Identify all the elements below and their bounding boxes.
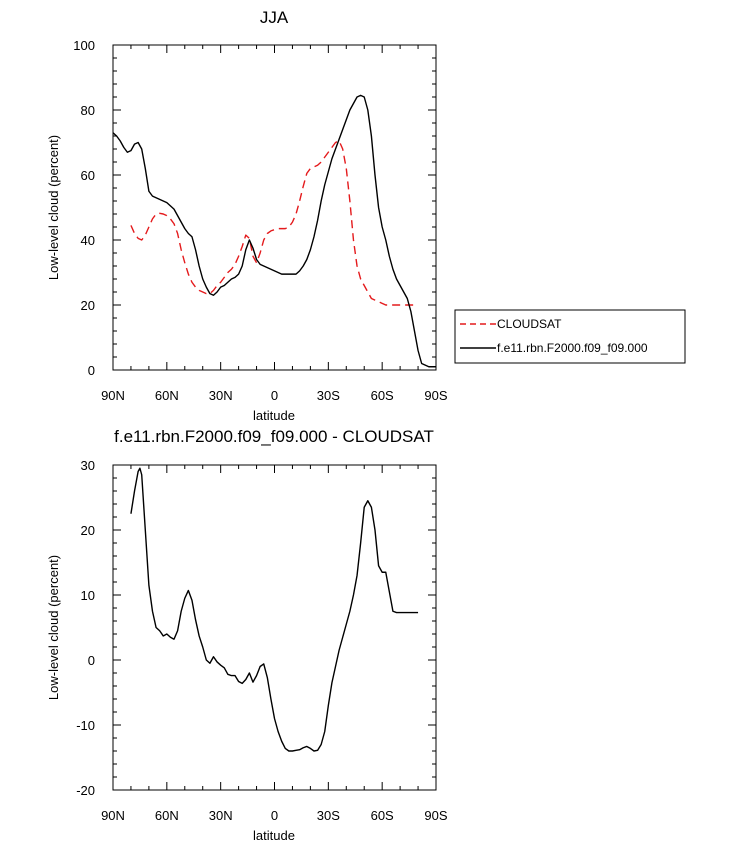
top-plot-frame [112,44,437,371]
bottom-plot-frame [112,464,437,791]
top-y-tick-labels: 0 20 40 60 80 100 [73,38,95,378]
bottom-x-tick-label: 90N [101,808,125,823]
top-x-tick-label: 30N [209,388,233,403]
bottom-series-line-0 [130,467,419,752]
top-x-tick-label: 30S [317,388,340,403]
legend-label-cloudsat: CLOUDSAT [497,317,562,331]
bottom-y-tick-label: 20 [81,523,95,538]
top-series-line-f-e11-rbn-f2000-f09-f09-000 [112,94,436,368]
top-legend: CLOUDSAT f.e11.rbn.F2000.f09_f09.000 [454,309,686,364]
bottom-y-tick-label: 10 [81,588,95,603]
top-x-axis-label: latitude [253,408,295,423]
bottom-x-tick-label: 60N [155,808,179,823]
bottom-x-tick-label: 0 [271,808,278,823]
bottom-series-group [130,467,419,752]
top-x-tick-label: 90S [424,388,447,403]
bottom-x-tick-label: 30N [209,808,233,823]
bottom-y-tick-label: -20 [76,783,95,798]
top-x-tick-label: 60N [155,388,179,403]
top-y-axis-label: Low-level cloud (percent) [46,135,61,280]
bottom-y-axis-label: Low-level cloud (percent) [46,555,61,700]
top-series-group [112,94,436,368]
top-x-tick-label: 60S [371,388,394,403]
top-x-tick-labels: 90N 60N 30N 0 30S 60S 90S [101,388,448,403]
top-panel: JJA 90N 60N 30N 0 30S 60S 90S 0 20 40 60… [46,8,686,423]
bottom-x-tick-labels: 90N 60N 30N 0 30S 60S 90S [101,808,448,823]
top-y-tick-label: 40 [81,233,95,248]
bottom-y-tick-labels: -20 -10 0 10 20 30 [76,458,95,798]
bottom-y-tick-label: 30 [81,458,95,473]
top-y-tick-label: 0 [88,363,95,378]
top-tick-marks [112,44,437,371]
top-x-tick-label: 90N [101,388,125,403]
bottom-chart-title: f.e11.rbn.F2000.f09_f09.000 - CLOUDSAT [114,427,434,446]
top-y-tick-label: 80 [81,103,95,118]
bottom-x-tick-label: 30S [317,808,340,823]
top-y-tick-label: 20 [81,298,95,313]
bottom-y-tick-label: -10 [76,718,95,733]
top-y-tick-label: 100 [73,38,95,53]
legend-label-model: f.e11.rbn.F2000.f09_f09.000 [497,341,648,355]
bottom-x-tick-label: 60S [371,808,394,823]
bottom-y-tick-label: 0 [88,653,95,668]
legend-box [454,309,686,364]
bottom-tick-marks [112,464,437,791]
top-y-tick-label: 60 [81,168,95,183]
bottom-x-tick-label: 90S [424,808,447,823]
top-x-tick-label: 0 [271,388,278,403]
top-series-line-cloudsat [130,140,419,306]
top-chart-title: JJA [260,8,289,27]
bottom-x-axis-label: latitude [253,828,295,843]
bottom-panel: f.e11.rbn.F2000.f09_f09.000 - CLOUDSAT 9… [46,427,448,843]
